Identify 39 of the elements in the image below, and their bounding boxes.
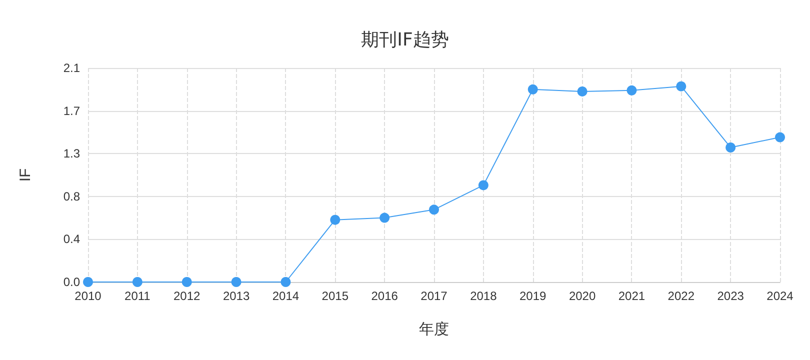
y-tick-label: 0.4 <box>63 232 80 246</box>
x-tick-label: 2017 <box>420 289 448 303</box>
point <box>528 84 538 94</box>
point <box>577 86 588 96</box>
x-tick-label: 2018 <box>470 289 498 303</box>
x-tick-label: 2023 <box>717 289 744 303</box>
x-tick-label: 2015 <box>322 289 349 303</box>
point <box>231 277 242 287</box>
x-tick-label: 2011 <box>124 289 151 303</box>
y-tick-label: 2.1 <box>63 61 80 75</box>
point <box>478 180 488 190</box>
point <box>380 212 390 223</box>
x-tick-label: 2013 <box>222 289 250 303</box>
y-tick-label: 1.3 <box>63 146 80 161</box>
chart-title: 期刊IF趋势 <box>361 30 449 50</box>
x-tick-label: 2022 <box>668 289 695 303</box>
point <box>429 204 439 215</box>
point <box>626 85 637 96</box>
y-tick-label: 0.0 <box>63 275 80 289</box>
point <box>726 142 736 152</box>
x-tick-label: 2014 <box>272 289 300 303</box>
point <box>330 214 340 225</box>
point <box>83 277 93 287</box>
x-tick-label: 2020 <box>568 289 596 303</box>
x-tick-label: 2012 <box>174 289 201 303</box>
y-axis-title: IF <box>17 168 34 182</box>
y-tick-label: 0.8 <box>63 189 80 204</box>
x-tick-label: 2019 <box>520 289 547 303</box>
x-axis-title: 年度 <box>419 321 449 338</box>
point <box>132 277 142 287</box>
point <box>182 277 192 287</box>
point <box>280 277 291 287</box>
point <box>676 81 686 92</box>
x-tick-label: 2024 <box>766 289 794 303</box>
x-tick-label: 2021 <box>618 289 646 303</box>
point <box>775 132 785 142</box>
y-tick-label: 1.7 <box>63 104 80 118</box>
x-tick-label: 2016 <box>371 289 398 303</box>
x-tick-label: 2010 <box>74 289 102 303</box>
